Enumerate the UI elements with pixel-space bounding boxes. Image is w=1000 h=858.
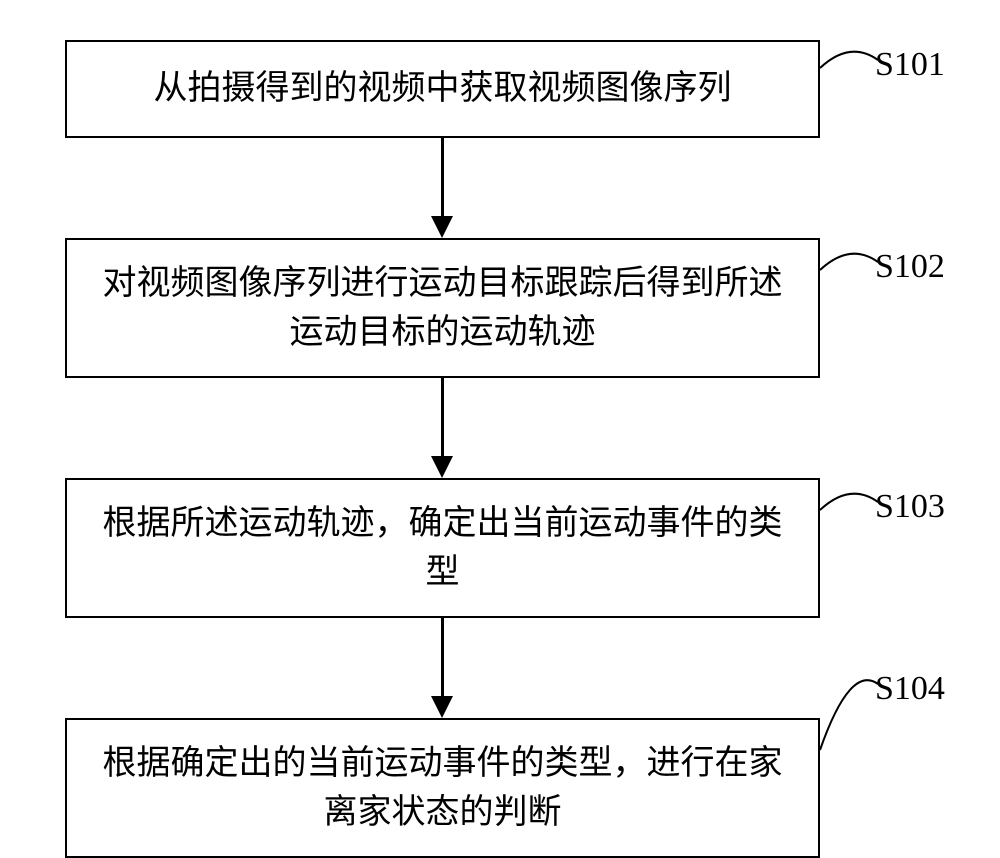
- step-label-s102: S102: [875, 248, 945, 286]
- step-box-s103: 根据所述运动轨迹，确定出当前运动事件的类型: [65, 478, 820, 618]
- label-connector-s104: [816, 660, 882, 754]
- flowchart-canvas: 从拍摄得到的视频中获取视频图像序列 S101 对视频图像序列进行运动目标跟踪后得到所…: [0, 0, 1000, 826]
- step-label-s104: S104: [875, 670, 945, 708]
- step-text: 根据确定出的当前运动事件的类型，进行在家离家状态的判断: [87, 739, 798, 838]
- step-text: 从拍摄得到的视频中获取视频图像序列: [154, 64, 732, 113]
- step-label-s101: S101: [875, 46, 945, 84]
- label-connector-s101: [816, 36, 882, 72]
- step-box-s102: 对视频图像序列进行运动目标跟踪后得到所述运动目标的运动轨迹: [65, 238, 820, 378]
- arrow-head-3: [431, 696, 453, 718]
- arrow-shaft-3: [441, 618, 444, 696]
- step-box-s101: 从拍摄得到的视频中获取视频图像序列: [65, 40, 820, 138]
- label-connector-s103: [816, 478, 882, 514]
- arrow-head-2: [431, 456, 453, 478]
- arrow-shaft-1: [441, 138, 444, 216]
- step-text: 对视频图像序列进行运动目标跟踪后得到所述运动目标的运动轨迹: [87, 259, 798, 358]
- step-label-s103: S103: [875, 488, 945, 526]
- step-text: 根据所述运动轨迹，确定出当前运动事件的类型: [87, 499, 798, 598]
- arrow-head-1: [431, 216, 453, 238]
- label-connector-s102: [816, 238, 882, 274]
- step-box-s104: 根据确定出的当前运动事件的类型，进行在家离家状态的判断: [65, 718, 820, 858]
- arrow-shaft-2: [441, 378, 444, 456]
